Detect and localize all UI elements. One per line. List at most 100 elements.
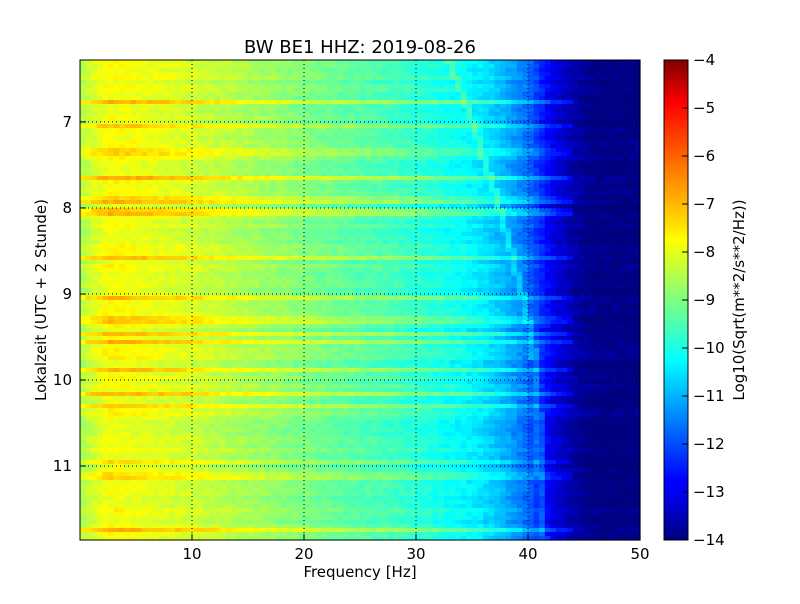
heatmap-cell [197,168,204,173]
heatmap-cell [259,184,266,189]
heatmap-cell [421,220,428,225]
heatmap-cell [276,64,283,69]
heatmap-cell [264,224,271,229]
heatmap-cell [466,60,473,65]
heatmap-cell [337,220,344,225]
heatmap-cell [606,160,613,165]
heatmap-cell [539,224,546,229]
heatmap-cell [332,84,339,89]
heatmap-cell [292,160,299,165]
heatmap-cell [533,140,540,145]
heatmap-cell [477,92,484,97]
heatmap-cell [186,184,193,189]
heatmap-cell [192,176,199,181]
heatmap-cell [220,180,227,185]
heatmap-cell [102,168,109,173]
heatmap-cell [180,84,187,89]
heatmap-cell [460,120,467,125]
heatmap-cell [589,136,596,141]
heatmap-cell [304,132,311,137]
heatmap-cell [203,84,210,89]
heatmap-cell [550,220,557,225]
heatmap-cell [421,224,428,229]
heatmap-cell [130,236,137,241]
heatmap-cell [600,112,607,117]
heatmap-cell [533,76,540,81]
heatmap-cell [91,68,98,73]
heatmap-cell [208,104,215,109]
heatmap-cell [231,152,238,157]
heatmap-cell [180,172,187,177]
heatmap-cell [113,108,120,113]
heatmap-cell [606,176,613,181]
heatmap-cell [623,80,630,85]
heatmap-cell [141,140,148,145]
heatmap-cell [320,248,327,253]
heatmap-cell [528,60,535,65]
heatmap-cell [236,128,243,133]
heatmap-cell [354,128,361,133]
heatmap-cell [488,96,495,101]
heatmap-cell [214,192,221,197]
heatmap-cell [578,248,585,253]
heatmap-cell [298,112,305,117]
heatmap-cell [343,96,350,101]
heatmap-cell [220,132,227,137]
heatmap-cell [253,156,260,161]
heatmap-cell [119,76,126,81]
heatmap-cell [393,116,400,121]
heatmap-cell [337,160,344,165]
heatmap-cell [113,176,120,181]
heatmap-cell [264,144,271,149]
heatmap-cell [91,148,98,153]
heatmap-cell [410,200,417,205]
heatmap-cell [466,224,473,229]
heatmap-cell [164,200,171,205]
heatmap-cell [600,148,607,153]
heatmap-cell [460,104,467,109]
heatmap-cell [376,160,383,165]
heatmap-cell [220,152,227,157]
heatmap-cell [292,80,299,85]
heatmap-cell [169,256,176,261]
heatmap-cell [572,108,579,113]
heatmap-cell [427,92,434,97]
heatmap-cell [80,60,87,65]
heatmap-cell [360,128,367,133]
heatmap-cell [371,232,378,237]
heatmap-cell [589,144,596,149]
heatmap-cell [259,68,266,73]
heatmap-cell [544,160,551,165]
heatmap-cell [421,116,428,121]
heatmap-cell [606,228,613,233]
heatmap-cell [85,84,92,89]
heatmap-cell [141,160,148,165]
heatmap-cell [544,164,551,169]
heatmap-cell [466,124,473,129]
heatmap-cell [130,156,137,161]
heatmap-cell [483,80,490,85]
heatmap-cell [556,184,563,189]
heatmap-cell [337,176,344,181]
heatmap-cell [606,224,613,229]
heatmap-cell [449,68,456,73]
heatmap-cell [220,184,227,189]
heatmap-cell [292,184,299,189]
heatmap-cell [578,156,585,161]
heatmap-cell [208,184,215,189]
heatmap-cell [455,100,462,105]
heatmap-cell [141,88,148,93]
heatmap-cell [264,60,271,65]
heatmap-cell [404,68,411,73]
heatmap-cell [186,220,193,225]
heatmap-cell [399,100,406,105]
heatmap-cell [617,204,624,209]
heatmap-cell [298,144,305,149]
heatmap-cell [326,224,333,229]
heatmap-cell [264,200,271,205]
heatmap-cell [522,80,529,85]
heatmap-cell [164,84,171,89]
heatmap-cell [259,192,266,197]
heatmap-cell [298,216,305,221]
heatmap-cell [410,100,417,105]
